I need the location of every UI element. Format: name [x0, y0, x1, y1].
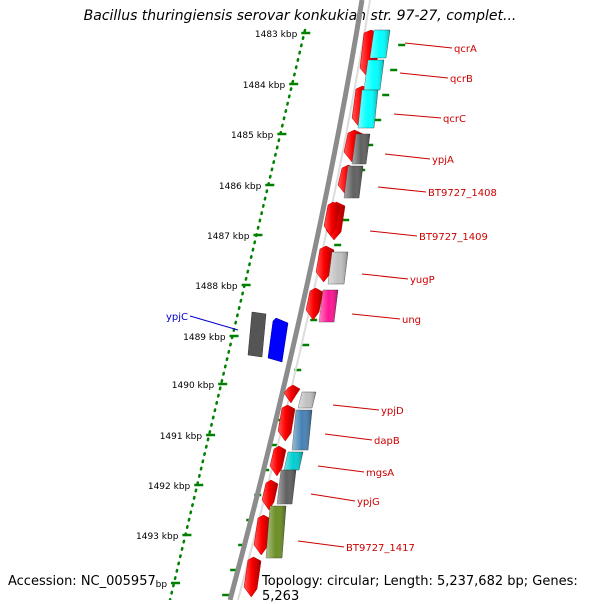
gene-feature[interactable] — [323, 201, 341, 237]
scale-tick-label: 1493 kbp — [136, 532, 179, 542]
gene-label[interactable]: mgsA — [366, 468, 394, 479]
gene-feature-shade — [319, 290, 338, 322]
map-title: Bacillus thuringiensis serovar konkukian… — [83, 8, 517, 24]
scale-tick-label: 1491 kbp — [160, 432, 203, 442]
gene-feature-shade — [277, 470, 296, 504]
cds-arrow[interactable] — [269, 445, 287, 477]
label-leader — [377, 186, 427, 193]
cds-arrow[interactable] — [243, 556, 262, 598]
gene-feature-shade — [370, 30, 390, 58]
scale-tick-label: 1485 kbp — [231, 131, 274, 141]
cds-arrow[interactable] — [283, 384, 301, 404]
scale-tick-label: 1489 kbp — [183, 333, 226, 343]
label-leader — [324, 433, 373, 441]
cds-arrow[interactable] — [277, 404, 296, 442]
gene-feature-shade — [266, 506, 286, 558]
label-leader — [369, 230, 418, 237]
gene-feature-shade — [298, 392, 316, 408]
label-leader — [297, 540, 345, 548]
scale-tick-label: 1483 kbp — [255, 30, 298, 40]
gene-label[interactable]: dapB — [374, 436, 400, 447]
scale-tick-label: 1486 kbp — [219, 182, 262, 192]
backbone-inner — [237, 0, 371, 600]
gene-feature-shade — [344, 166, 363, 198]
scale-tick-label: 1492 kbp — [148, 482, 191, 492]
gene-label[interactable]: ung — [402, 315, 421, 326]
gene-feature-grey[interactable] — [247, 311, 267, 358]
label-leader — [332, 404, 380, 411]
label-leader — [399, 72, 449, 79]
label-leader — [393, 113, 442, 119]
label-leader — [404, 42, 453, 49]
gene-feature-shade — [358, 90, 378, 128]
scale-tick-label: 1488 kbp — [195, 282, 238, 292]
gene-label[interactable]: yugP — [410, 275, 435, 286]
scale-ruler — [168, 28, 307, 600]
gene-feature[interactable] — [267, 317, 289, 363]
gene-feature-shade — [292, 410, 312, 450]
gene-label[interactable]: qcrA — [454, 44, 477, 55]
gene-label[interactable]: qcrC — [443, 114, 466, 125]
gene-feature-shade — [328, 252, 348, 284]
gene-label[interactable]: BT9727_1408 — [428, 188, 497, 199]
gene-label[interactable]: qcrB — [450, 74, 473, 85]
scale-tick-label: 1484 kbp — [243, 81, 286, 91]
gene-feature-shade — [284, 452, 303, 470]
gene-feature-shade — [352, 134, 370, 164]
label-leader — [310, 493, 356, 502]
label-leader — [317, 465, 365, 473]
cds-arrow[interactable] — [261, 479, 279, 511]
label-leader — [361, 273, 409, 280]
gene-label[interactable]: ypjC — [166, 312, 188, 323]
accession-text: Accession: NC_005957 — [8, 574, 156, 589]
gene-label[interactable]: BT9727_1409 — [419, 232, 488, 243]
gene-label[interactable]: BT9727_1417 — [346, 543, 415, 554]
backbone-outer — [227, 0, 365, 600]
label-leader — [351, 313, 401, 320]
gene-label[interactable]: ypjA — [432, 155, 454, 166]
gene-label[interactable]: ypjD — [381, 406, 404, 417]
label-leader — [384, 153, 431, 160]
topology-text: Topology: circular; Length: 5,237,682 bp… — [262, 574, 600, 604]
gene-feature-shade — [364, 60, 384, 90]
scale-tick-label: 1490 kbp — [172, 381, 215, 391]
scale-tick-label: 1487 kbp — [207, 232, 250, 242]
gene-label[interactable]: ypjG — [357, 497, 380, 508]
label-leader — [189, 315, 239, 331]
